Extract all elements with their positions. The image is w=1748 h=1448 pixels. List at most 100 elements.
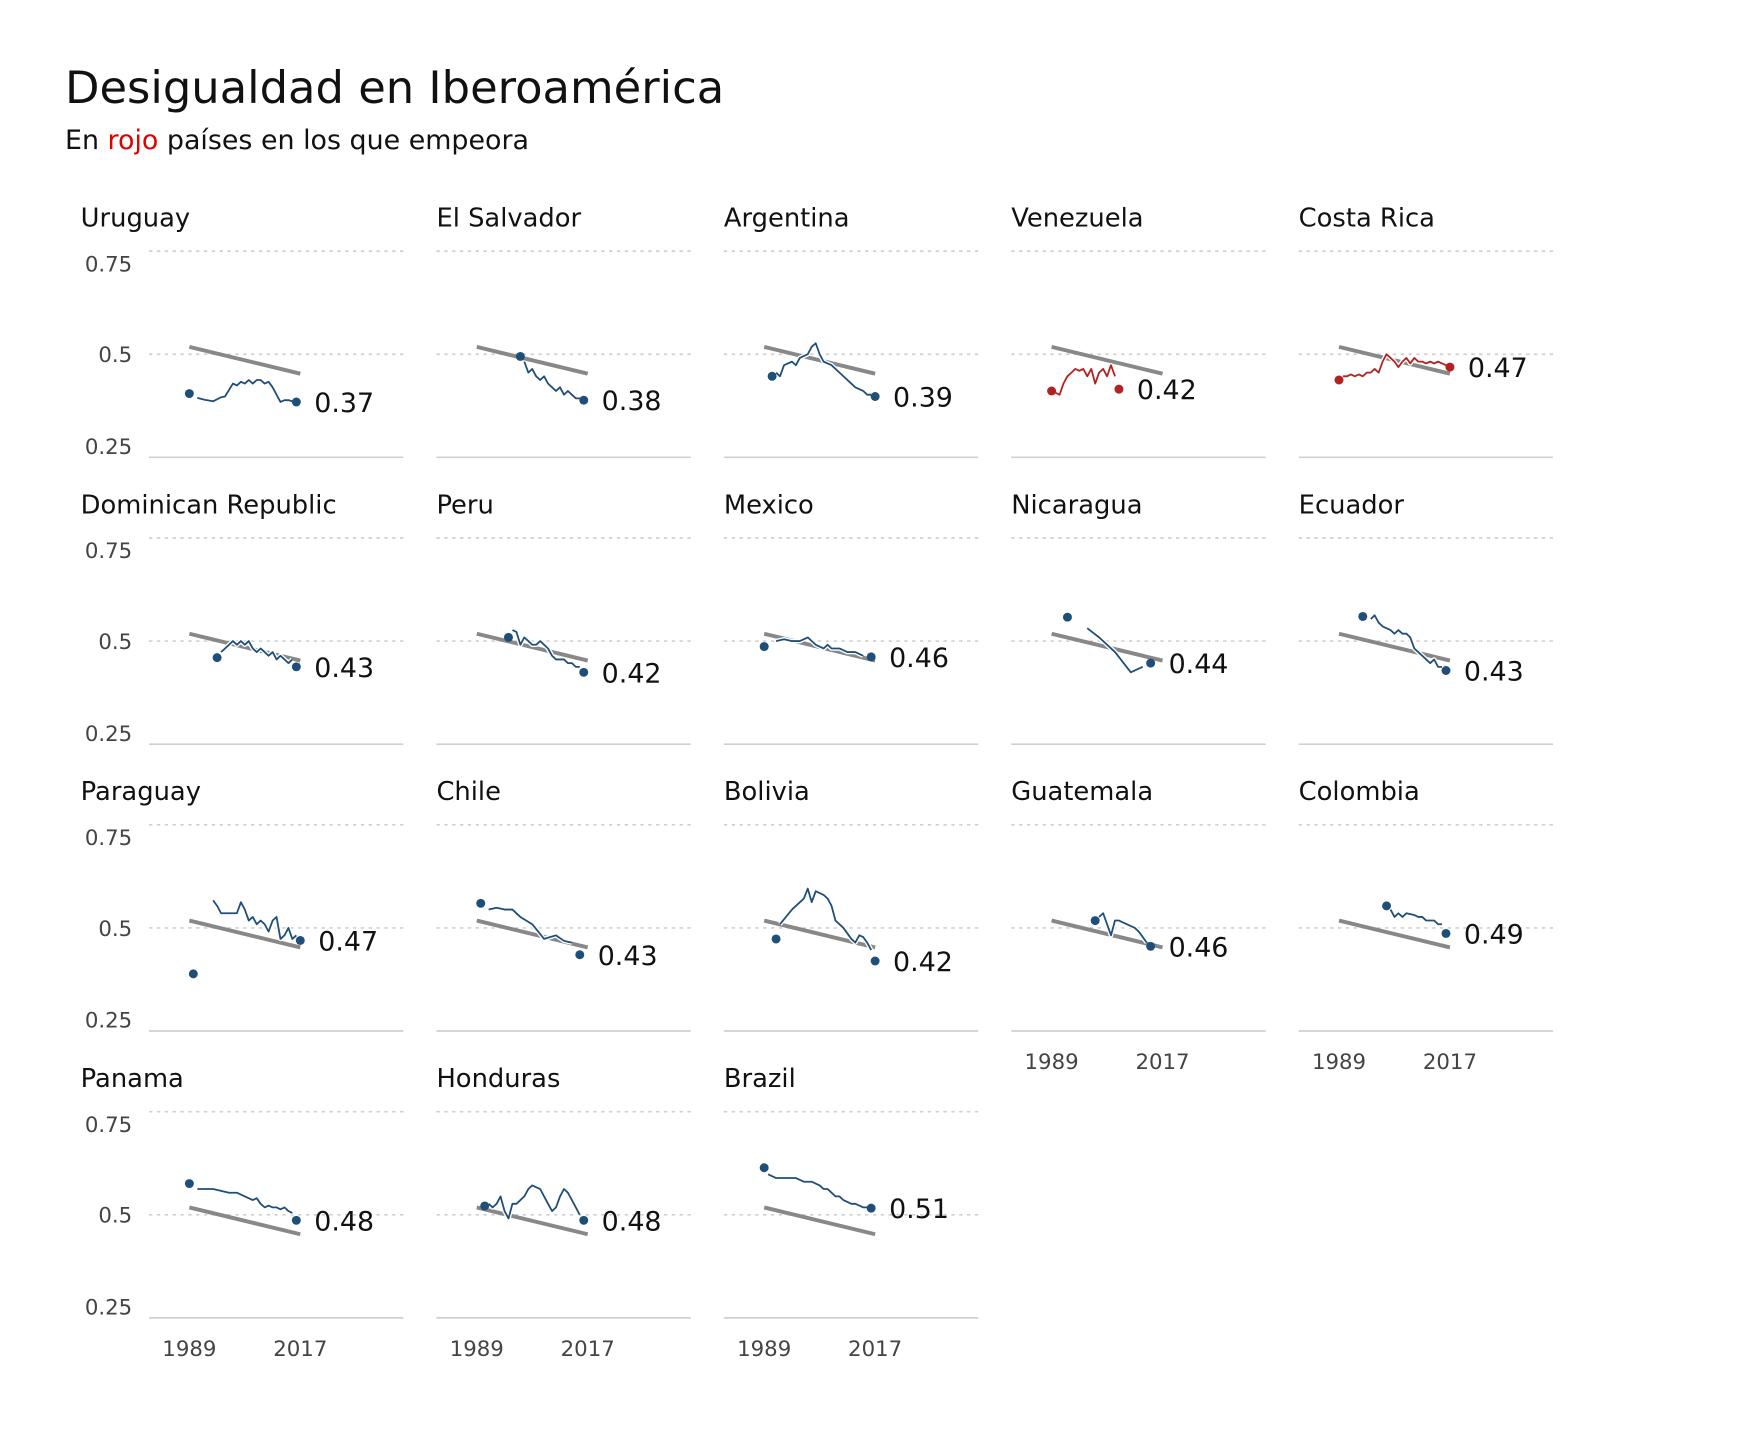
end-value-label: 0.43	[1464, 657, 1524, 688]
x-tick-label: 1989	[737, 1337, 791, 1362]
end-value-label: 0.47	[1468, 353, 1528, 384]
panel-uruguay: Uruguay 0.75 0.5 0.25 0.37	[81, 203, 404, 460]
trend-line	[1051, 918, 1163, 950]
trend-line	[476, 631, 589, 663]
series-line	[488, 1184, 581, 1220]
end-point	[291, 1215, 301, 1225]
trend-line	[188, 344, 301, 376]
series-line	[488, 906, 573, 944]
y-tick-label: 0.25	[85, 1009, 132, 1034]
panel-title: Colombia	[1299, 777, 1420, 807]
start-point	[184, 389, 194, 399]
x-tick-label: 2017	[1135, 1050, 1189, 1075]
y-tick-label: 0.75	[85, 1113, 132, 1138]
x-tick-label: 1989	[162, 1337, 216, 1362]
series-line	[197, 379, 293, 403]
x-tick-label: 1989	[450, 1337, 504, 1362]
series-halo	[1369, 613, 1442, 670]
series-line	[523, 361, 580, 400]
end-point	[579, 667, 589, 677]
end-point	[870, 392, 880, 401]
end-value-label: 0.47	[318, 927, 378, 958]
start-point	[1090, 916, 1100, 926]
end-value-label: 0.42	[602, 658, 662, 689]
end-value-label: 0.39	[893, 383, 953, 414]
panel-chile: Chile 0.43	[436, 777, 691, 1032]
end-point	[866, 652, 876, 662]
y-tick-label: 0.25	[85, 1296, 132, 1321]
start-point	[515, 351, 525, 361]
x-tick-label: 2017	[561, 1337, 615, 1362]
end-value-label: 0.38	[602, 386, 662, 417]
subtitle-highlight: rojo	[108, 125, 159, 156]
series-halo	[1342, 351, 1447, 379]
series-line	[1098, 912, 1148, 944]
chart-subtitle: En rojo países en los que empeora	[65, 125, 529, 156]
trend-line	[476, 344, 589, 376]
start-point	[188, 969, 198, 979]
panel-title: Honduras	[436, 1064, 560, 1094]
panel-title: Bolivia	[724, 777, 810, 807]
panel-mexico: Mexico 0.46	[724, 490, 979, 746]
panel-title: Dominican Republic	[81, 490, 337, 520]
series-line	[220, 640, 293, 665]
panel-dominican-republic: Dominican Republic 0.75 0.5 0.25 0.43	[81, 490, 404, 747]
end-value-label: 0.46	[889, 643, 949, 674]
series-line	[1389, 909, 1442, 926]
trend-line	[476, 1205, 589, 1237]
y-tick-label: 0.75	[85, 539, 132, 564]
series-line	[1370, 614, 1442, 668]
end-value-label: 0.48	[314, 1206, 374, 1237]
end-value-label: 0.49	[1464, 920, 1524, 951]
trend-line	[1051, 344, 1163, 376]
trend-line	[188, 1205, 301, 1237]
end-point	[1114, 384, 1124, 394]
panel-title: El Salvador	[436, 203, 581, 233]
panel-title: Venezuela	[1011, 203, 1143, 233]
start-point	[184, 1179, 194, 1189]
end-value-label: 0.42	[1137, 375, 1197, 406]
start-point	[759, 1163, 769, 1173]
chart-title: Desigualdad en Iberoamérica	[65, 61, 724, 114]
panel-venezuela: Venezuela 0.42	[1011, 203, 1266, 459]
trend-line	[1338, 918, 1451, 950]
series-line	[512, 629, 580, 668]
panel-peru: Peru 0.42	[436, 490, 691, 746]
panel-title: Nicaragua	[1011, 490, 1142, 520]
y-tick-label: 0.25	[85, 722, 132, 747]
y-tick-label: 0.75	[85, 252, 132, 277]
series-halo	[511, 628, 580, 670]
y-tick-label: 0.75	[85, 826, 132, 851]
end-value-label: 0.48	[602, 1206, 662, 1237]
end-point	[575, 950, 585, 960]
panel-colombia: Colombia 1989 2017 0.49	[1299, 777, 1554, 1075]
start-point	[1062, 612, 1072, 622]
series-halo	[522, 360, 580, 401]
panel-paraguay: Paraguay 0.75 0.5 0.25 0.47	[81, 777, 404, 1034]
panel-title: Chile	[436, 777, 500, 807]
start-point	[503, 632, 513, 642]
start-point	[767, 371, 777, 381]
series-line	[1086, 627, 1144, 674]
end-point	[1441, 928, 1451, 938]
panel-ecuador: Ecuador 0.43	[1299, 490, 1554, 746]
panel-panama: Panama 0.75 0.5 0.25 1989 2017 0.48	[81, 1064, 404, 1362]
x-tick-label: 2017	[1423, 1050, 1477, 1075]
y-tick-label: 0.25	[85, 435, 132, 460]
end-point	[866, 1203, 876, 1213]
y-tick-label: 0.5	[98, 917, 132, 942]
end-value-label: 0.43	[598, 941, 658, 972]
series-line	[779, 887, 872, 951]
trend-line	[763, 344, 876, 376]
panel-title: Peru	[436, 490, 493, 520]
end-value-label: 0.46	[1169, 932, 1229, 963]
y-tick-label: 0.5	[98, 1204, 132, 1229]
series-line	[1055, 364, 1116, 396]
end-point	[579, 395, 589, 405]
x-tick-label: 2017	[273, 1337, 327, 1362]
x-tick-label: 1989	[1312, 1050, 1366, 1075]
start-point	[1382, 901, 1392, 911]
panel-honduras: Honduras 1989 2017 0.48	[436, 1064, 691, 1362]
series-line	[1342, 353, 1447, 378]
start-point	[480, 1201, 490, 1211]
